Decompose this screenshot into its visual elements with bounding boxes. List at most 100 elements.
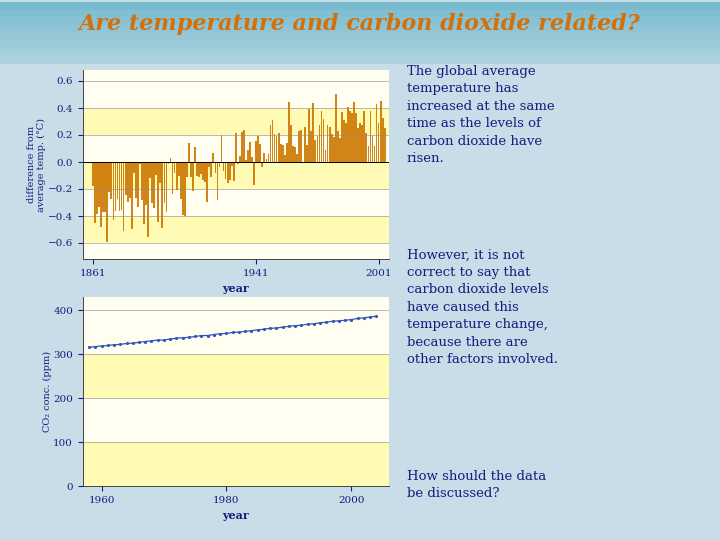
Bar	[212, 153, 215, 162]
Bar	[372, 136, 374, 162]
Bar	[282, 145, 284, 162]
Bar	[330, 134, 333, 162]
Bar	[0, 2, 720, 10]
Bar	[323, 119, 325, 162]
Bar	[245, 160, 247, 162]
Bar	[294, 147, 296, 162]
Bar	[147, 162, 149, 237]
Bar	[83, 135, 389, 162]
Bar	[229, 162, 230, 180]
Bar	[220, 135, 222, 162]
Bar	[196, 162, 198, 176]
Bar	[137, 162, 139, 207]
Bar	[198, 162, 200, 178]
Bar	[131, 162, 132, 230]
Bar	[83, 81, 389, 108]
Bar	[231, 162, 233, 166]
Bar	[145, 162, 147, 205]
Bar	[327, 125, 328, 162]
Bar	[251, 157, 253, 162]
Bar	[343, 120, 345, 162]
Bar	[170, 158, 171, 162]
Bar	[83, 442, 389, 486]
Bar	[298, 131, 300, 162]
Bar	[257, 136, 259, 162]
Bar	[107, 162, 108, 242]
Bar	[286, 143, 288, 162]
Bar	[182, 162, 184, 215]
Bar	[194, 147, 196, 162]
Y-axis label: CO₂ conc. (ppm): CO₂ conc. (ppm)	[42, 351, 52, 432]
Bar	[219, 162, 220, 167]
Bar	[215, 162, 216, 173]
Bar	[341, 112, 343, 162]
Bar	[239, 157, 240, 162]
Bar	[278, 133, 279, 162]
Bar	[83, 189, 389, 216]
Bar	[129, 162, 130, 198]
Bar	[0, 33, 720, 41]
Bar	[171, 162, 174, 194]
Bar	[83, 310, 389, 354]
Bar	[355, 113, 357, 162]
Bar	[83, 108, 389, 135]
Bar	[94, 162, 96, 224]
Bar	[320, 111, 323, 162]
Bar	[253, 162, 255, 185]
Bar	[243, 131, 245, 162]
Bar	[361, 125, 363, 162]
Bar	[143, 162, 145, 224]
Bar	[174, 162, 176, 173]
Bar	[378, 123, 379, 162]
Bar	[83, 398, 389, 442]
Bar	[133, 162, 135, 173]
Bar	[168, 162, 169, 164]
Bar	[135, 162, 137, 198]
Bar	[190, 162, 192, 177]
Bar	[0, 49, 720, 56]
Bar	[351, 113, 353, 162]
Bar	[0, 56, 720, 64]
Bar	[364, 111, 365, 162]
Bar	[166, 162, 167, 212]
Bar	[354, 102, 355, 162]
Bar	[119, 162, 120, 211]
Bar	[141, 162, 143, 200]
Bar	[83, 354, 389, 398]
Bar	[121, 162, 122, 211]
Bar	[122, 162, 125, 231]
Bar	[296, 153, 298, 162]
Bar	[249, 142, 251, 162]
Bar	[227, 162, 228, 184]
Bar	[202, 162, 204, 180]
Bar	[0, 17, 720, 25]
Bar	[333, 137, 335, 162]
Bar	[276, 136, 277, 162]
Bar	[188, 143, 190, 162]
Bar	[176, 162, 178, 190]
Bar	[114, 162, 117, 211]
Bar	[127, 162, 129, 202]
Bar	[268, 153, 269, 162]
Text: How should the data
be discussed?: How should the data be discussed?	[407, 470, 546, 500]
Bar	[125, 162, 127, 195]
Bar	[83, 162, 389, 189]
Bar	[274, 134, 276, 162]
Bar	[374, 146, 375, 162]
Bar	[384, 127, 386, 162]
Bar	[349, 111, 351, 162]
Bar	[369, 111, 372, 162]
Bar	[292, 146, 294, 162]
Bar	[83, 216, 389, 243]
Bar	[178, 162, 179, 176]
Bar	[233, 162, 235, 181]
Bar	[180, 162, 181, 199]
Text: The global average
temperature has
increased at the same
time as the levels of
c: The global average temperature has incre…	[407, 65, 554, 165]
Bar	[345, 123, 347, 162]
Bar	[139, 162, 141, 164]
Bar	[0, 25, 720, 33]
Bar	[102, 162, 104, 212]
Bar	[112, 162, 114, 220]
Bar	[98, 162, 100, 207]
Bar	[100, 162, 102, 227]
